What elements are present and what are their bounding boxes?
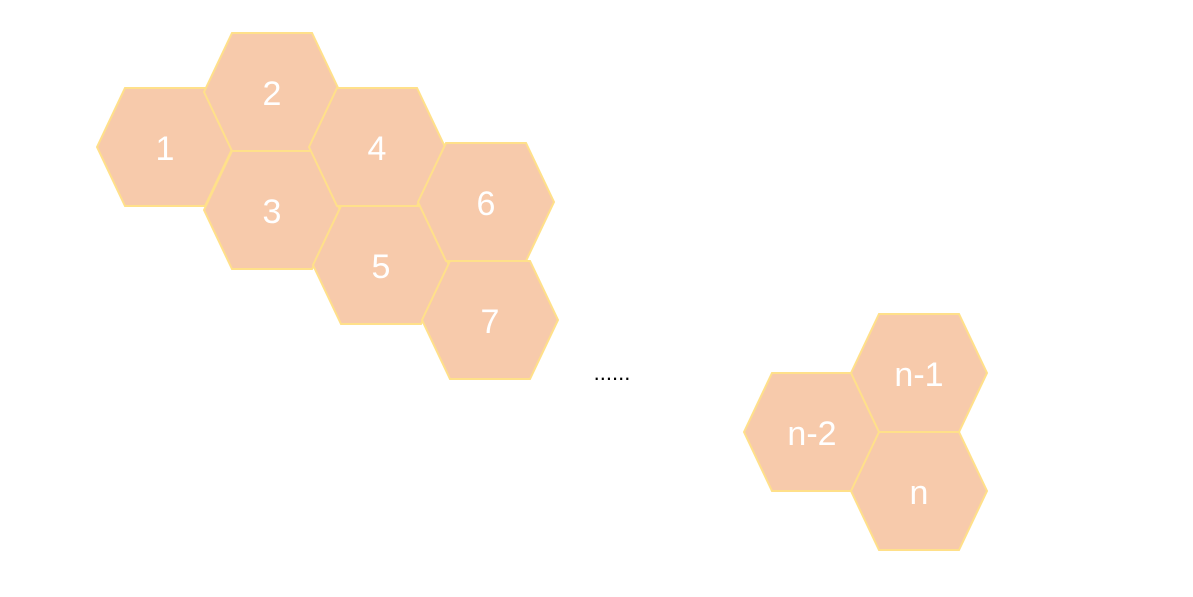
- hexagon-shape: [416, 142, 556, 262]
- hex-label: n-1: [894, 356, 943, 394]
- hexagon-cells: 1 2 3 4 5 6 7 n-2 n-1 n: [95, 32, 989, 551]
- hex-label: 2: [263, 75, 282, 113]
- hex-cell-n-minus-1: n-1: [849, 313, 989, 433]
- hex-cell-3: 3: [202, 150, 342, 270]
- hex-cell-n-minus-2: n-2: [742, 372, 882, 492]
- hexagon-shape: [849, 431, 989, 551]
- hex-label: 3: [263, 193, 282, 231]
- hex-label: n: [910, 474, 929, 512]
- hex-cell-n: n: [849, 431, 989, 551]
- hex-cell-6: 6: [416, 142, 556, 262]
- hex-cell-7: 7: [420, 260, 560, 380]
- hex-label: 7: [481, 303, 500, 341]
- hex-label: 1: [156, 130, 175, 168]
- ellipsis: ......: [594, 360, 631, 385]
- hexagon-shape: [420, 260, 560, 380]
- hex-label: 5: [372, 248, 391, 286]
- hex-cell-4: 4: [307, 87, 447, 207]
- hex-label: n-2: [787, 415, 836, 453]
- hex-label: 6: [477, 185, 496, 223]
- hex-label: 4: [368, 130, 387, 168]
